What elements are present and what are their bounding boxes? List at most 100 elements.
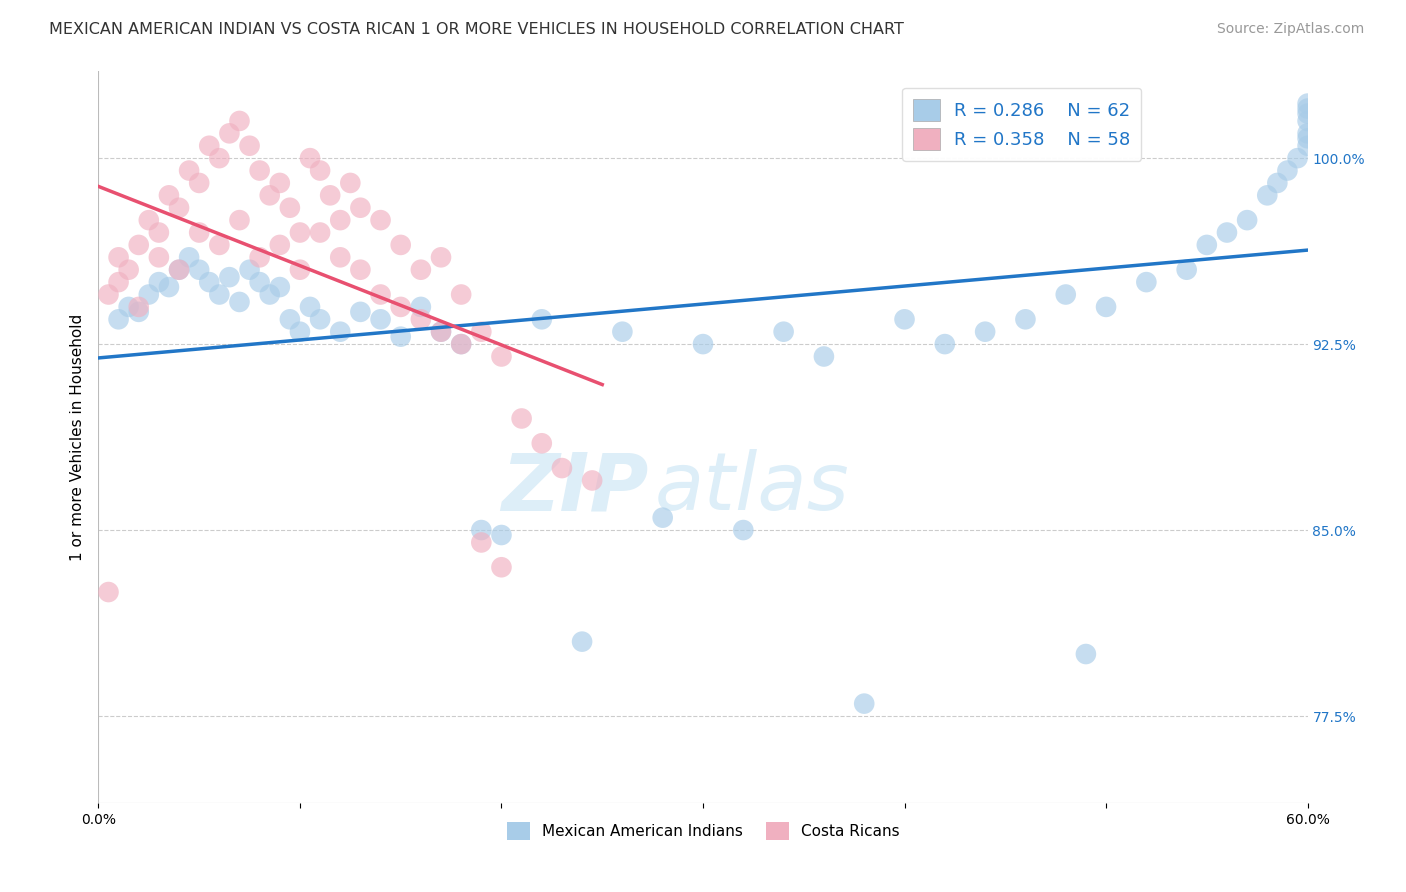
Point <box>259 287 281 301</box>
Point <box>813 350 835 364</box>
Point <box>389 300 412 314</box>
Point <box>269 280 291 294</box>
Point <box>329 250 352 264</box>
Point <box>409 312 432 326</box>
Point <box>1277 163 1299 178</box>
Point <box>1296 126 1319 140</box>
Point <box>1296 106 1319 120</box>
Point <box>1296 114 1319 128</box>
Point <box>329 213 352 227</box>
Point <box>309 163 332 178</box>
Point <box>269 176 291 190</box>
Point <box>208 151 231 165</box>
Point <box>319 188 342 202</box>
Point <box>128 305 150 319</box>
Point <box>288 226 311 240</box>
Point <box>1216 226 1239 240</box>
Point <box>138 213 160 227</box>
Text: atlas: atlas <box>655 450 849 527</box>
Point <box>249 275 271 289</box>
Point <box>179 163 201 178</box>
Point <box>1256 188 1278 202</box>
Point <box>772 325 794 339</box>
Point <box>389 329 412 343</box>
Point <box>148 226 170 240</box>
Point <box>1296 131 1319 145</box>
Point <box>1286 151 1309 165</box>
Point <box>974 325 997 339</box>
Point <box>249 250 271 264</box>
Point <box>188 176 211 190</box>
Point <box>491 528 513 542</box>
Text: Source: ZipAtlas.com: Source: ZipAtlas.com <box>1216 22 1364 37</box>
Point <box>167 262 190 277</box>
Point <box>157 280 180 294</box>
Point <box>349 262 371 277</box>
Y-axis label: 1 or more Vehicles in Household: 1 or more Vehicles in Household <box>69 313 84 561</box>
Point <box>157 188 180 202</box>
Point <box>1175 262 1198 277</box>
Point <box>370 287 392 301</box>
Legend: Mexican American Indians, Costa Ricans: Mexican American Indians, Costa Ricans <box>501 815 905 847</box>
Point <box>1296 96 1319 111</box>
Point <box>1267 176 1289 190</box>
Point <box>309 226 332 240</box>
Point <box>651 510 673 524</box>
Point <box>259 188 281 202</box>
Point <box>470 325 492 339</box>
Point <box>269 238 291 252</box>
Point <box>148 250 170 264</box>
Point <box>167 201 190 215</box>
Point <box>389 238 412 252</box>
Point <box>198 275 221 289</box>
Point <box>612 325 634 339</box>
Point <box>329 325 352 339</box>
Point <box>370 213 392 227</box>
Point <box>198 138 221 153</box>
Point <box>1236 213 1258 227</box>
Point <box>853 697 876 711</box>
Point <box>510 411 533 425</box>
Point <box>208 287 231 301</box>
Point <box>107 275 129 289</box>
Point <box>491 350 513 364</box>
Point <box>934 337 956 351</box>
Point <box>107 312 129 326</box>
Point <box>107 250 129 264</box>
Point <box>1095 300 1118 314</box>
Point <box>733 523 755 537</box>
Point <box>1014 312 1036 326</box>
Point <box>208 238 231 252</box>
Point <box>430 250 453 264</box>
Point <box>491 560 513 574</box>
Point <box>118 300 141 314</box>
Point <box>288 262 311 277</box>
Point <box>278 201 301 215</box>
Point <box>239 138 262 153</box>
Point <box>179 250 201 264</box>
Point <box>1054 287 1077 301</box>
Point <box>551 461 574 475</box>
Point <box>1296 102 1319 116</box>
Point <box>299 151 322 165</box>
Point <box>1195 238 1218 252</box>
Point <box>188 262 211 277</box>
Point <box>692 337 714 351</box>
Point <box>218 270 240 285</box>
Point <box>288 325 311 339</box>
Point <box>218 126 240 140</box>
Point <box>128 300 150 314</box>
Point <box>97 287 120 301</box>
Point <box>228 213 250 227</box>
Point <box>450 337 472 351</box>
Point <box>470 523 492 537</box>
Point <box>1074 647 1097 661</box>
Point <box>167 262 190 277</box>
Point <box>1135 275 1157 289</box>
Point <box>450 287 472 301</box>
Point <box>470 535 492 549</box>
Point <box>228 295 250 310</box>
Point <box>118 262 141 277</box>
Point <box>239 262 262 277</box>
Point <box>430 325 453 339</box>
